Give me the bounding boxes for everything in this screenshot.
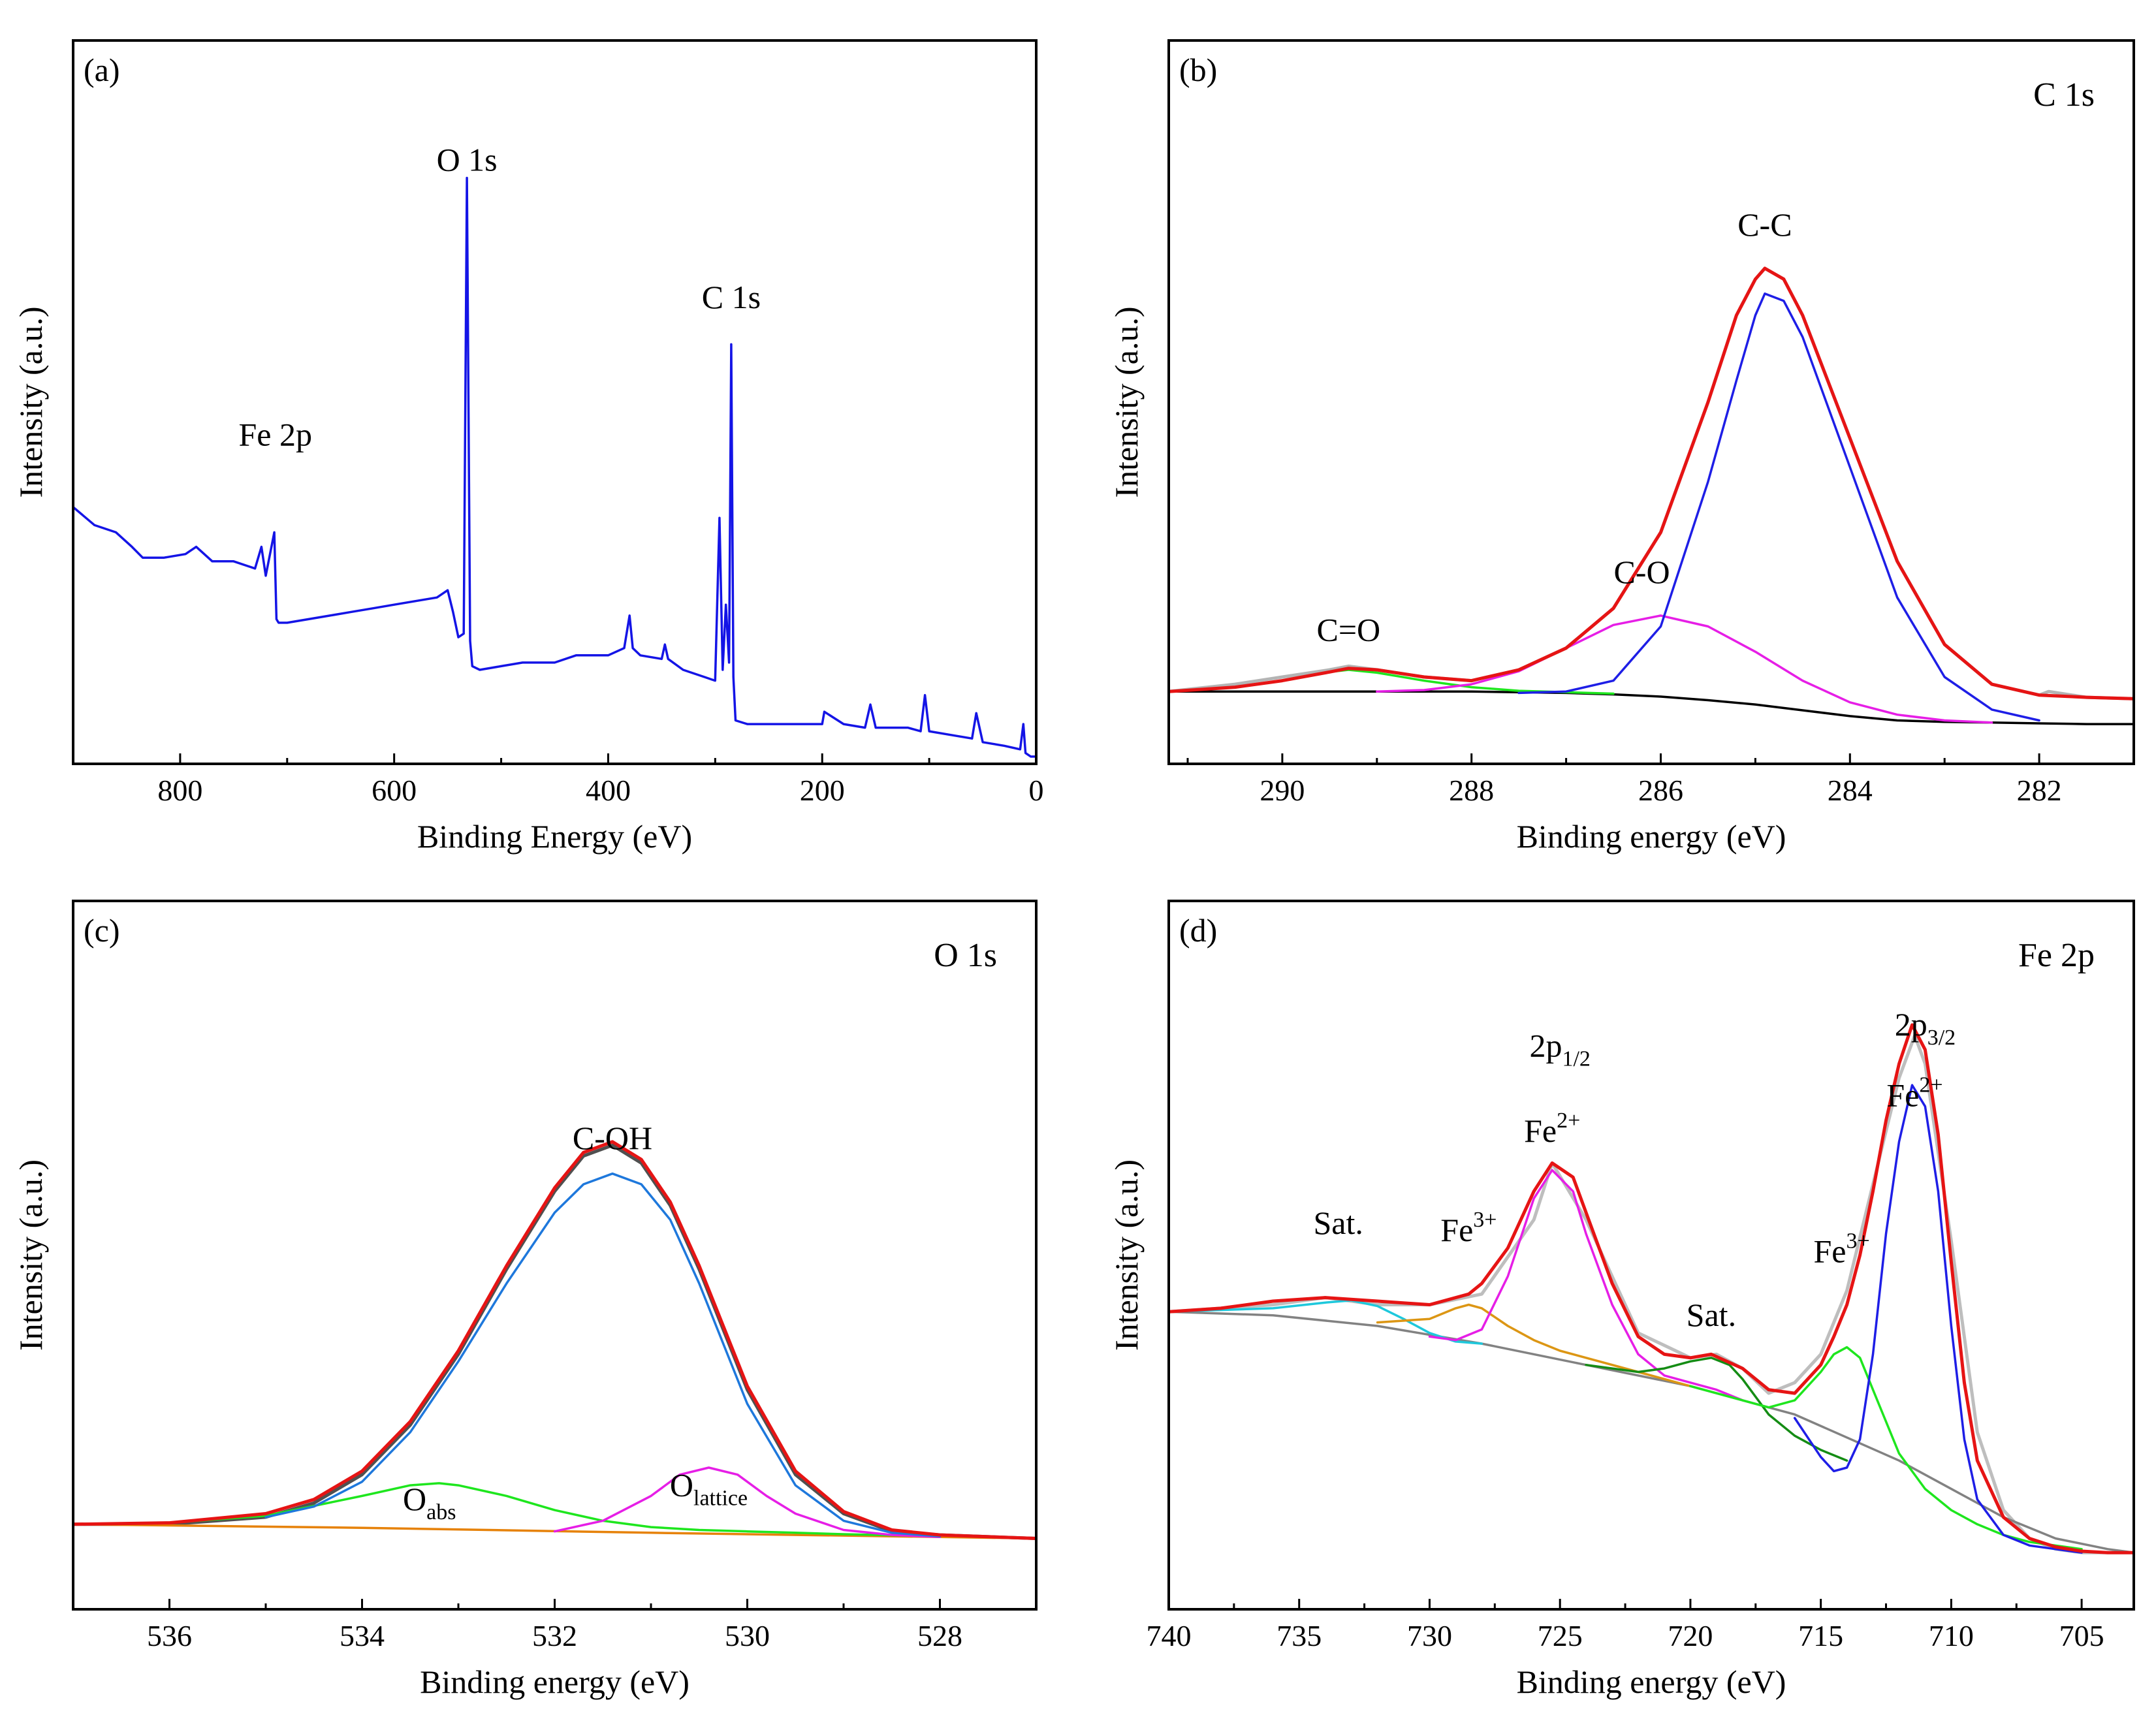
- series-line-fitted: [1169, 1023, 2134, 1554]
- x-tick-label: 532: [532, 1619, 577, 1652]
- peak-label: Fe2+: [1886, 1073, 1942, 1114]
- plot-frame: [1167, 900, 2135, 1611]
- peak-label: 2p3/2: [1895, 1006, 1956, 1050]
- x-tick-label: 290: [1260, 774, 1305, 807]
- x-tick-label: 530: [725, 1619, 770, 1652]
- plot-frame: [72, 39, 1038, 765]
- series-line-survey: [73, 176, 1036, 758]
- x-axis-label: Binding energy (eV): [1517, 1663, 1786, 1700]
- series-line-fe2-2p1-2: [1428, 1169, 1744, 1402]
- peak-label: C-O: [1613, 554, 1670, 590]
- x-tick-label: 200: [800, 774, 845, 807]
- x-tick-label: 400: [586, 774, 631, 807]
- peak-label: Fe3+: [1440, 1208, 1497, 1248]
- series-line-background: [1169, 1310, 2134, 1554]
- x-tick-label: 710: [1929, 1619, 1974, 1652]
- series-line-fitted: [73, 1140, 1036, 1540]
- peak-label: C 1s: [702, 279, 761, 315]
- series-line-background: [1169, 690, 2134, 725]
- peak-label: Olattice: [670, 1466, 748, 1510]
- series-line-fitted: [1169, 266, 2134, 701]
- y-axis-label: Intensity (a.u.): [1108, 307, 1145, 498]
- x-axis-label: Binding Energy (eV): [417, 818, 692, 855]
- x-tick-label: 715: [1798, 1619, 1843, 1652]
- series-line-raw: [73, 1143, 1036, 1540]
- series-group: [1169, 1023, 2134, 1554]
- peak-label: O 1s: [437, 141, 498, 178]
- panel-a: 800 600 400 200 0 Binding Energy (eV) Intensit…: [12, 39, 1044, 855]
- x-tick-label: 536: [147, 1619, 192, 1652]
- panel-tag: (b): [1179, 52, 1217, 88]
- series-line-fe3-2p1-2: [1376, 1303, 1692, 1387]
- x-tick-label: 600: [372, 774, 417, 807]
- panel-d: 740 735 730 725 720 715 710 705 Binding energy (…: [1108, 900, 2135, 1700]
- x-tick-label: 735: [1276, 1619, 1322, 1652]
- peak-label: C-OH: [573, 1120, 652, 1156]
- series-line-raw: [1169, 1033, 2134, 1554]
- series-line-o-abs: [73, 1482, 942, 1537]
- series-line-sat-2p3-2: [1585, 1357, 1848, 1462]
- peak-label: 2p1/2: [1529, 1028, 1590, 1071]
- panel-title: O 1s: [934, 937, 997, 974]
- peak-label: Fe2+: [1524, 1109, 1580, 1149]
- y-axis-label: Intensity (a.u.): [12, 1159, 49, 1351]
- peak-label: C-C: [1737, 206, 1792, 243]
- series-line-fe2-2p3-2: [1793, 1084, 2083, 1554]
- series-line-fe3-2p3-2: [1689, 1346, 2083, 1551]
- peak-label: Fe3+: [1814, 1229, 1870, 1269]
- x-axis-label: Binding energy (eV): [1517, 818, 1786, 855]
- panel-tag: (a): [84, 52, 120, 88]
- panel-c: 536 534 532 530 528 Binding energy (eV) Intens…: [12, 900, 1038, 1700]
- x-tick-label: 284: [1828, 774, 1873, 807]
- x-tick-label: 720: [1668, 1619, 1713, 1652]
- x-tick-label: 528: [917, 1619, 962, 1652]
- series-line-o-lattice: [553, 1466, 942, 1539]
- x-axis-label: Binding energy (eV): [420, 1663, 690, 1700]
- series-line-c-c: [1517, 292, 2040, 722]
- x-tick-label: 282: [2017, 774, 2062, 807]
- x-tick-label: 288: [1449, 774, 1494, 807]
- x-tick-label: 0: [1029, 774, 1044, 807]
- peak-label: Fe 2p: [239, 416, 313, 452]
- x-tick-label: 730: [1407, 1619, 1452, 1652]
- x-tick-label: 286: [1638, 774, 1683, 807]
- plot-frame: [1167, 39, 2135, 765]
- x-tick-label: 725: [1538, 1619, 1583, 1652]
- panel-b: 290 288 286 284 282 Binding energy (eV) Intens…: [1108, 39, 2135, 855]
- panel-title: Fe 2p: [2018, 937, 2095, 974]
- plot-frame: [72, 900, 1038, 1611]
- panel-title: C 1s: [2033, 76, 2095, 114]
- series-line-raw: [1169, 266, 2134, 701]
- series-line-c-o: [1376, 614, 1993, 724]
- x-tick-label: 534: [340, 1619, 385, 1652]
- series-group: [1169, 266, 2134, 725]
- peak-label: Sat.: [1313, 1205, 1363, 1241]
- peak-label: Oabs: [403, 1481, 456, 1524]
- peak-label: Sat.: [1687, 1297, 1736, 1333]
- x-tick-label: 705: [2059, 1619, 2104, 1652]
- series-group: [73, 1140, 1036, 1540]
- y-axis-label: Intensity (a.u.): [1108, 1159, 1145, 1351]
- series-line-c-oh: [264, 1172, 942, 1537]
- panel-tag: (d): [1179, 912, 1217, 949]
- peak-label: C=O: [1316, 612, 1380, 648]
- series-group: [73, 176, 1036, 758]
- y-axis-label: Intensity (a.u.): [12, 307, 49, 498]
- x-tick-label: 740: [1147, 1619, 1192, 1652]
- panel-tag: (c): [84, 912, 120, 949]
- x-tick-label: 800: [157, 774, 202, 807]
